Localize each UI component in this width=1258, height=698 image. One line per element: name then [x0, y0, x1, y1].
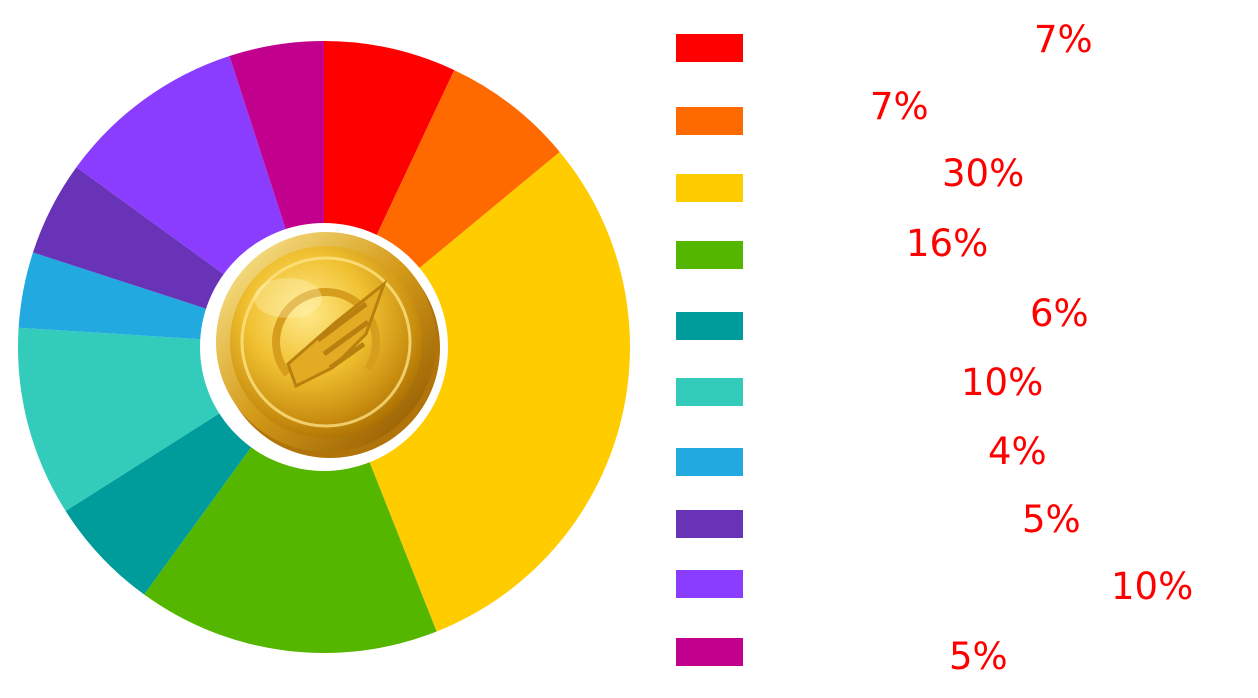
legend-swatch — [676, 378, 743, 406]
legend-label: 10% — [961, 361, 1044, 404]
legend-swatch — [676, 34, 743, 62]
legend-swatch — [676, 638, 743, 666]
legend-label: 16% — [906, 222, 989, 265]
legend-label: 5% — [949, 635, 1008, 678]
legend-label: 10% — [1111, 565, 1194, 608]
legend-label: 7% — [870, 85, 929, 128]
legend-label: 5% — [1022, 498, 1081, 541]
legend-label: 6% — [1030, 292, 1089, 335]
legend-swatch — [676, 448, 743, 476]
gold-coin-logo-icon — [216, 232, 440, 458]
legend-swatch — [676, 107, 743, 135]
pie-slice — [324, 151, 631, 632]
pie-slice — [144, 347, 437, 653]
legend-swatch — [676, 312, 743, 340]
legend-label: 30% — [942, 152, 1025, 195]
legend-label: 4% — [988, 430, 1047, 473]
donut-chart — [17, 41, 631, 653]
legend-swatch — [676, 570, 743, 598]
legend-swatch — [676, 241, 743, 269]
legend-swatch — [676, 510, 743, 538]
legend-label: 7% — [1034, 18, 1093, 61]
legend-swatch — [676, 174, 743, 202]
